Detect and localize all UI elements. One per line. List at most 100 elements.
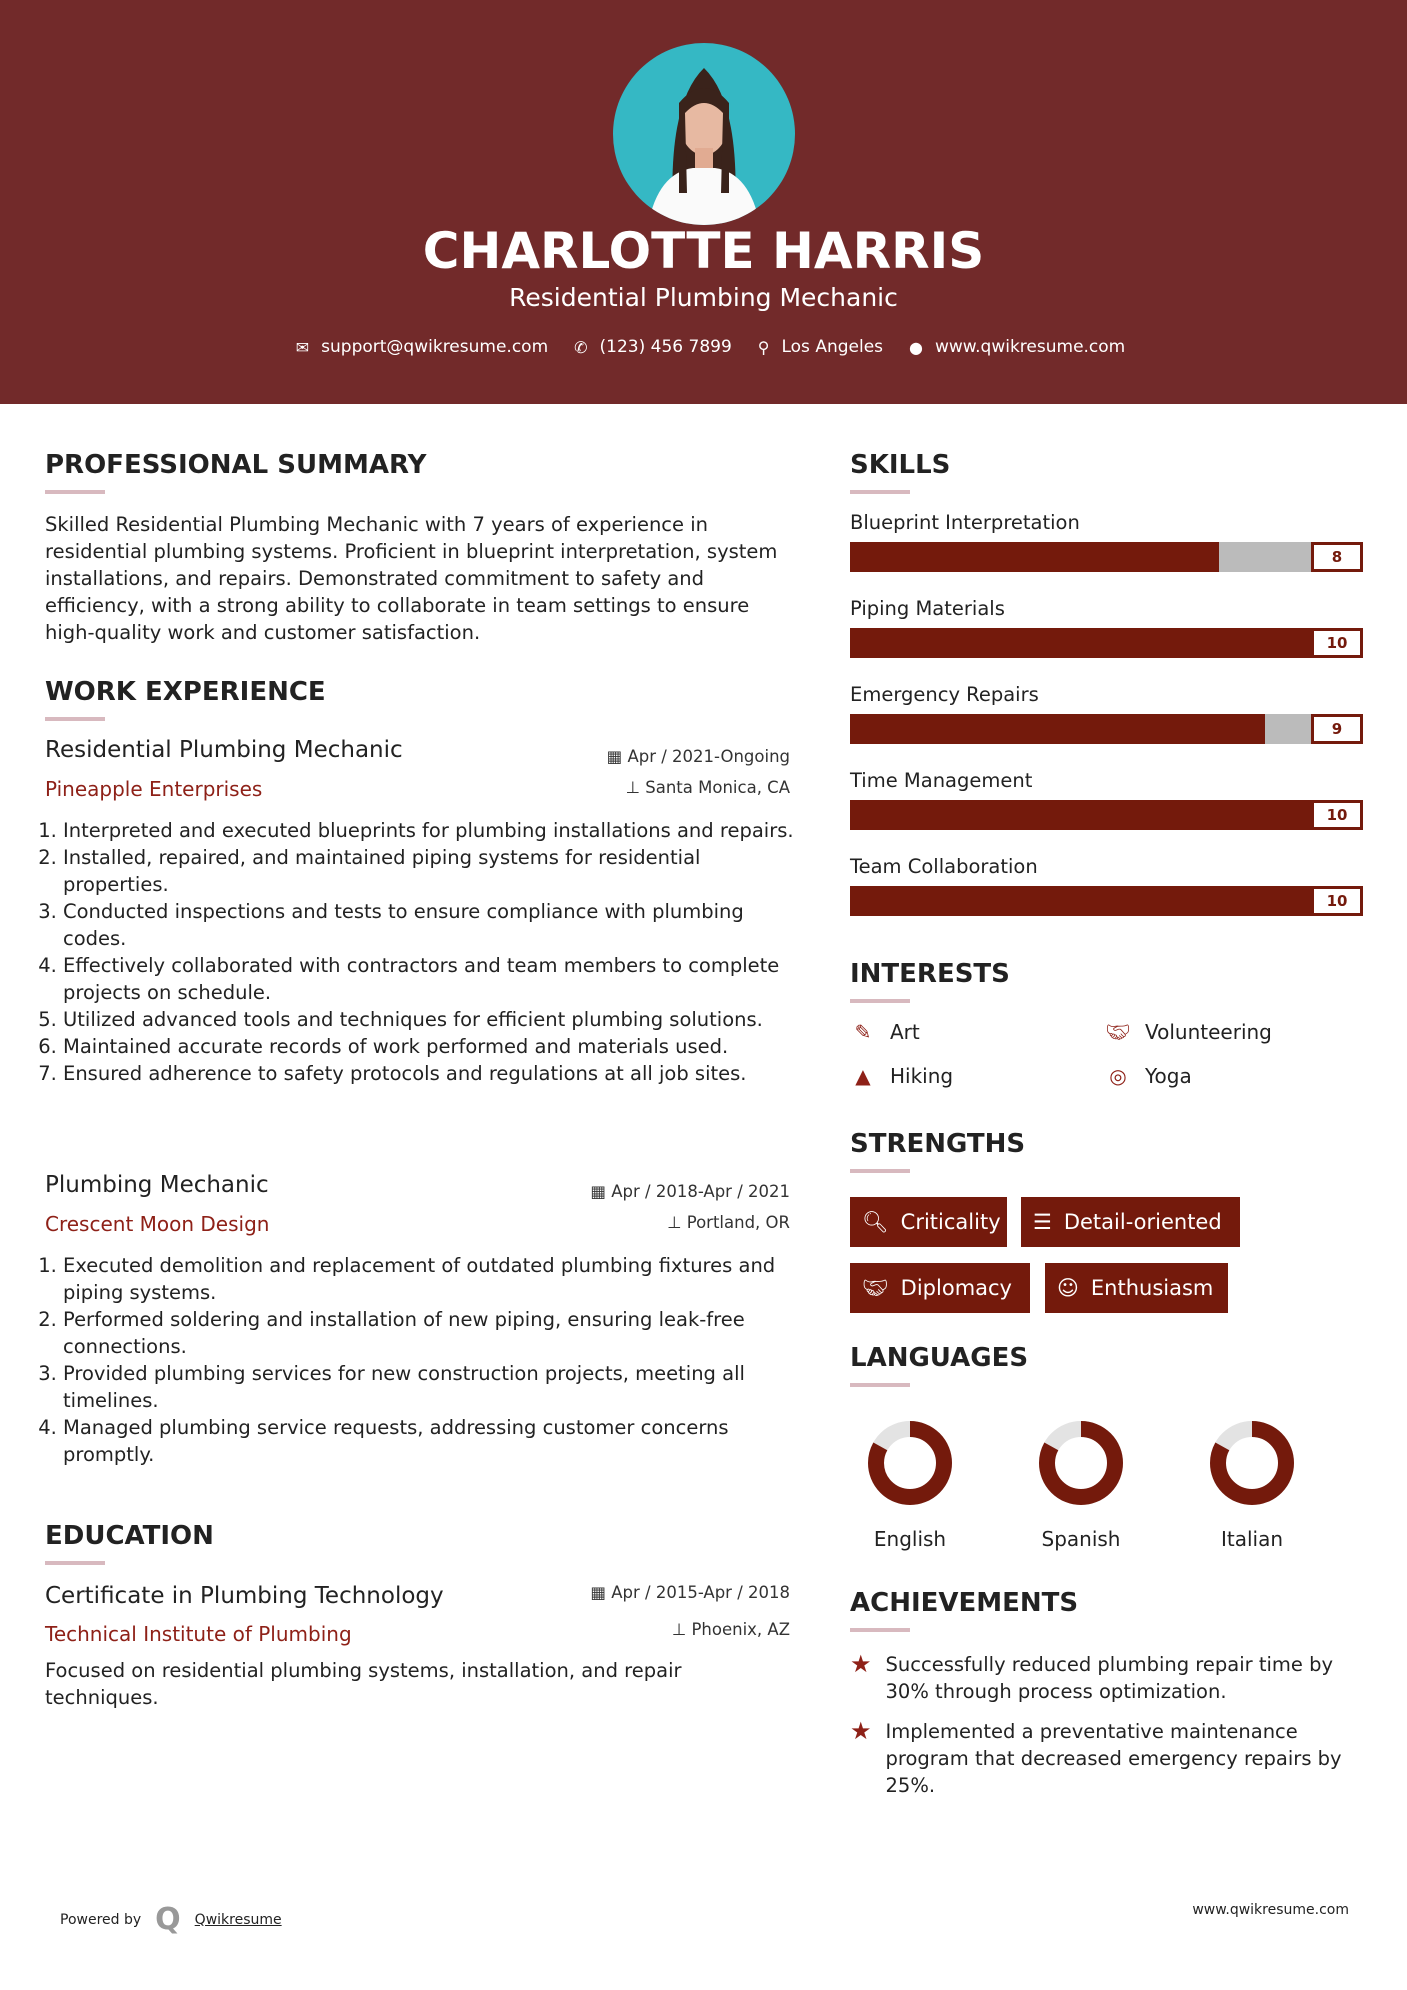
powered-by-text: Powered by — [60, 1911, 142, 1928]
calendar-icon: ▦ — [606, 747, 628, 766]
location-text: Santa Monica, CA — [645, 778, 790, 797]
job-dates: ▦ Apr / 2021-Ongoing — [607, 747, 790, 766]
skill-name: Emergency Repairs — [850, 683, 1039, 706]
skill-name: Team Collaboration — [850, 855, 1038, 878]
strength-badge: 🔍︎ Criticality — [850, 1197, 1007, 1247]
profile-photo — [613, 43, 795, 225]
pin-icon: ⊥ — [667, 1213, 687, 1232]
skill-item: Piping Materials 10 — [850, 597, 1363, 658]
interest-item: ◎ Yoga — [1105, 1064, 1192, 1088]
skill-bar-fill — [850, 628, 1363, 658]
brand-link[interactable]: Qwikresume — [194, 1911, 282, 1928]
pin-icon: ⊥ — [671, 1620, 692, 1639]
language-item: English — [850, 1418, 970, 1551]
strength-badge: 🤝︎ Diplomacy — [850, 1263, 1030, 1313]
job-dates: ▦ Apr / 2018-Apr / 2021 — [590, 1182, 790, 1201]
language-donut — [868, 1421, 952, 1505]
tree-icon: ▲ — [855, 1064, 871, 1088]
achievement-item: ★ Successfully reduced plumbing repair ti… — [850, 1651, 1370, 1705]
strength-label: Criticality — [900, 1210, 1001, 1234]
summary-heading: PROFESSIONAL SUMMARY — [45, 450, 427, 494]
list-item: Maintained accurate records of work perf… — [63, 1033, 795, 1060]
achievements-heading: ACHIEVEMENTS — [850, 1588, 1079, 1632]
company-name: Crescent Moon Design — [45, 1212, 270, 1236]
email-link[interactable]: support@qwikresume.com — [321, 337, 549, 357]
list-item: Conducted inspections and tests to ensur… — [63, 898, 795, 952]
header: CHARLOTTE HARRIS Residential Plumbing Me… — [0, 0, 1407, 404]
list-item: Interpreted and executed blueprints for … — [63, 817, 795, 844]
calendar-icon: ▦ — [590, 1182, 612, 1201]
website-link[interactable]: www.qwikresume.com — [934, 337, 1126, 357]
donut-fill — [868, 1421, 952, 1505]
job-duties: Interpreted and executed blueprints for … — [45, 817, 795, 1087]
paintbrush-icon: ✎ — [854, 1020, 872, 1044]
list-item: Effectively collaborated with contractor… — [63, 952, 795, 1006]
school-name: Technical Institute of Plumbing — [45, 1622, 352, 1646]
skill-item: Emergency Repairs 9 — [850, 683, 1363, 744]
calendar-icon: ▦ — [590, 1583, 612, 1602]
list-item: Utilized advanced tools and techniques f… — [63, 1006, 795, 1033]
skill-level: 8 — [1311, 542, 1363, 572]
achievement-item: ★ Implemented a preventative maintenance … — [850, 1718, 1370, 1799]
search-icon: 🔍︎ — [862, 1209, 889, 1234]
company-name: Pineapple Enterprises — [45, 777, 263, 801]
experience-heading: WORK EXPERIENCE — [45, 677, 326, 721]
strengths-heading: STRENGTHS — [850, 1129, 1026, 1173]
skill-name: Piping Materials — [850, 597, 1005, 620]
job-location: ⊥ Portland, OR — [667, 1213, 790, 1232]
skill-item: Blueprint Interpretation 8 — [850, 511, 1363, 572]
language-donut — [1210, 1421, 1294, 1505]
interest-item: 🤝︎ Volunteering — [1105, 1020, 1272, 1044]
skill-bar: 10 — [850, 800, 1363, 830]
phone-text: (123) 456 7899 — [599, 337, 732, 357]
dates-text: Apr / 2018-Apr / 2021 — [611, 1182, 790, 1201]
list-item: Performed soldering and installation of … — [63, 1306, 795, 1360]
pin-icon: ⊥ — [625, 778, 646, 797]
strength-label: Enthusiasm — [1090, 1276, 1214, 1300]
skill-bar: 8 — [850, 542, 1363, 572]
footer-powered: Powered by Q Qwikresume — [60, 1902, 282, 1937]
interest-label: Yoga — [1145, 1064, 1192, 1088]
language-name: Italian — [1220, 1527, 1284, 1551]
achievement-text: Implemented a preventative maintenance p… — [885, 1720, 1342, 1797]
education-description: Focused on residential plumbing systems,… — [45, 1659, 682, 1709]
job-title: Residential Plumbing Mechanic — [45, 737, 403, 763]
degree-title: Certificate in Plumbing Technology — [45, 1583, 444, 1609]
skill-bar: 10 — [850, 886, 1363, 916]
language-name: Spanish — [1041, 1527, 1121, 1551]
interest-label: Volunteering — [1145, 1020, 1272, 1044]
donut-fill — [1210, 1421, 1294, 1505]
skill-bar-fill — [850, 714, 1265, 744]
skill-bar: 9 — [850, 714, 1363, 744]
candidate-title: Residential Plumbing Mechanic — [509, 283, 898, 312]
language-item: Spanish — [1021, 1418, 1141, 1551]
skill-item: Time Management 10 — [850, 769, 1363, 830]
skill-bar: 10 — [850, 628, 1363, 658]
list-item: Provided plumbing services for new const… — [63, 1360, 795, 1414]
handshake-icon: 🤝︎ — [1105, 1020, 1131, 1044]
skill-level: 10 — [1311, 800, 1363, 830]
skill-level: 9 — [1311, 714, 1363, 744]
location-text: Portland, OR — [686, 1213, 790, 1232]
skill-bar-fill — [850, 542, 1219, 572]
list-item: Managed plumbing service requests, addre… — [63, 1414, 795, 1468]
smile-icon: ☺ — [1057, 1276, 1079, 1300]
strength-badge: ☰ Detail-oriented — [1021, 1197, 1240, 1247]
job-location: ⊥ Santa Monica, CA — [626, 778, 790, 797]
list-item: Executed demolition and replacement of o… — [63, 1252, 795, 1306]
languages-heading: LANGUAGES — [850, 1343, 1029, 1387]
map-marker-icon: ⚲ — [757, 337, 770, 357]
skill-item: Team Collaboration 10 — [850, 855, 1363, 916]
envelope-icon: ✉ — [295, 337, 310, 357]
list-icon: ☰ — [1033, 1210, 1052, 1234]
achievement-text: Successfully reduced plumbing repair tim… — [885, 1653, 1334, 1703]
interest-item: ✎ Art — [850, 1020, 920, 1044]
summary-text: Skilled Residential Plumbing Mechanic wi… — [45, 513, 778, 644]
education-dates: ▦ Apr / 2015-Apr / 2018 — [590, 1583, 790, 1602]
strength-label: Detail-oriented — [1063, 1210, 1222, 1234]
skill-level: 10 — [1311, 628, 1363, 658]
footer-website[interactable]: www.qwikresume.com — [1192, 1902, 1349, 1918]
candidate-name: CHARLOTTE HARRIS — [422, 222, 985, 280]
skill-level: 10 — [1311, 886, 1363, 916]
language-item: Italian — [1192, 1418, 1312, 1551]
